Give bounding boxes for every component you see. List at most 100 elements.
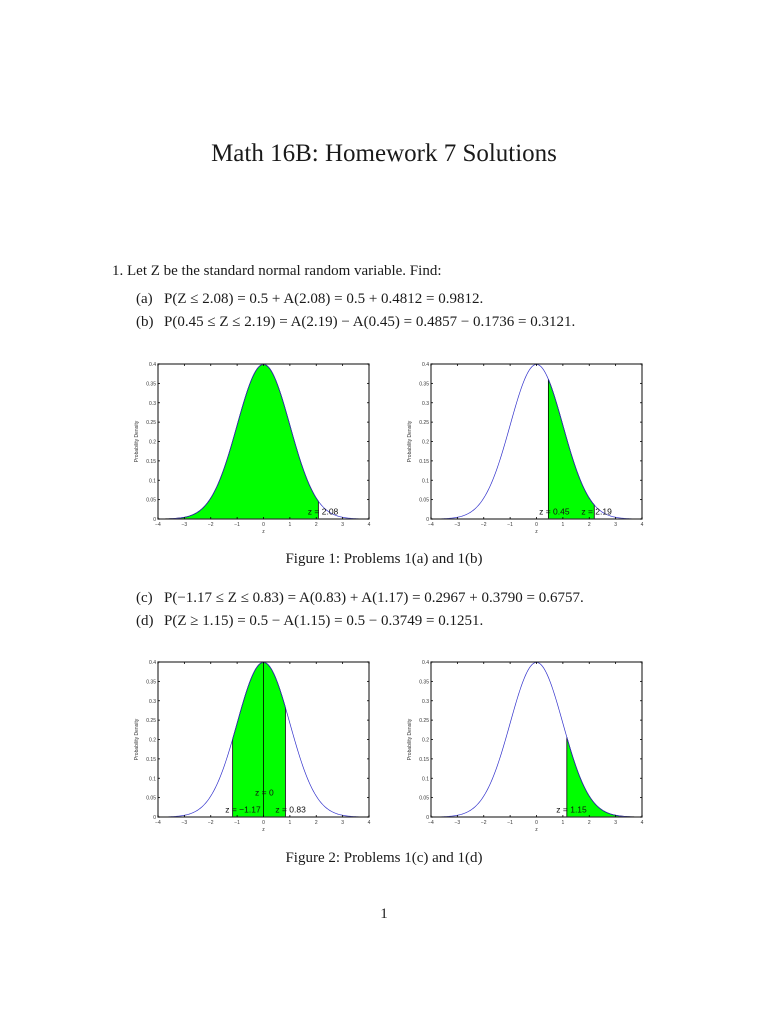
plot-1c: −4 −3 −2 −1 0 1 2 3 4 0 0.05 0.1 0.15 0.2 0.25 0.3 0.35 0… [130, 656, 375, 836]
svg-text:4: 4 [641, 522, 644, 528]
svg-text:3: 3 [614, 522, 617, 528]
svg-text:−4: −4 [155, 820, 161, 826]
svg-text:0.3: 0.3 [422, 699, 429, 705]
svg-text:0.4: 0.4 [149, 362, 156, 368]
svg-text:0: 0 [535, 820, 538, 826]
svg-text:0.4: 0.4 [422, 362, 429, 368]
svg-text:−2: −2 [208, 820, 214, 826]
svg-text:1: 1 [288, 820, 291, 826]
z-annotation: z = 1.15 [556, 804, 587, 814]
svg-text:z: z [262, 827, 265, 833]
svg-text:z: z [535, 529, 538, 535]
svg-text:4: 4 [641, 820, 644, 826]
svg-text:−1: −1 [507, 522, 513, 528]
svg-text:Probability Density: Probability Density [407, 718, 413, 760]
page-number: 1 [380, 906, 388, 922]
svg-text:0.3: 0.3 [149, 401, 156, 407]
svg-text:0: 0 [535, 522, 538, 528]
svg-text:0.2: 0.2 [149, 440, 156, 446]
svg-text:0.35: 0.35 [419, 381, 429, 387]
svg-text:4: 4 [368, 522, 371, 528]
part-a-label: (a) [136, 291, 153, 307]
svg-text:−2: −2 [481, 820, 487, 826]
svg-text:0.3: 0.3 [149, 699, 156, 705]
svg-text:0.2: 0.2 [149, 738, 156, 744]
svg-text:0: 0 [262, 522, 265, 528]
part-d-text: P(Z ≥ 1.15) = 0.5 − A(1.15) = 0.5 − 0.37… [164, 613, 484, 629]
svg-text:2: 2 [315, 522, 318, 528]
svg-text:2: 2 [588, 820, 591, 826]
svg-text:3: 3 [341, 820, 344, 826]
part-a: (a) P(Z ≤ 2.08) = 0.5 + A(2.08) = 0.5 + 0… [136, 291, 483, 308]
svg-text:−3: −3 [455, 522, 461, 528]
svg-text:0.05: 0.05 [419, 498, 429, 504]
svg-text:0.25: 0.25 [146, 420, 156, 426]
svg-text:0: 0 [153, 517, 156, 523]
svg-text:0.25: 0.25 [419, 718, 429, 724]
svg-text:−2: −2 [481, 522, 487, 528]
svg-text:0.05: 0.05 [146, 796, 156, 802]
pdf-curve [441, 364, 632, 520]
z-annotation: z = 2.08 [308, 506, 339, 516]
svg-text:0.4: 0.4 [422, 660, 429, 666]
svg-text:0.05: 0.05 [419, 796, 429, 802]
svg-text:0.25: 0.25 [146, 718, 156, 724]
plot-1d: −4 −3 −2 −1 0 1 2 3 4 0 0.05 0.1 0.15 0.2 0.25 0.3 0.35 0… [403, 656, 648, 836]
svg-text:−3: −3 [455, 820, 461, 826]
document-title: Math 16B: Homework 7 Solutions [211, 140, 557, 167]
svg-text:−3: −3 [182, 522, 188, 528]
svg-text:4: 4 [368, 820, 371, 826]
figure-2-caption: Figure 2: Problems 1(c) and 1(d) [285, 850, 483, 866]
part-b-text: P(0.45 ≤ Z ≤ 2.19) = A(2.19) − A(0.45) =… [164, 314, 576, 330]
svg-text:Probability Density: Probability Density [134, 718, 140, 760]
svg-text:1: 1 [288, 522, 291, 528]
figure-1-caption: Figure 1: Problems 1(a) and 1(b) [285, 551, 483, 567]
svg-text:−4: −4 [155, 522, 161, 528]
svg-text:0.2: 0.2 [422, 440, 429, 446]
svg-text:0.1: 0.1 [422, 776, 429, 782]
svg-text:3: 3 [341, 522, 344, 528]
problem-intro: 1. Let Z be the standard normal random v… [112, 263, 442, 279]
part-c: (c) P(−1.17 ≤ Z ≤ 0.83) = A(0.83) + A(1.1… [136, 590, 584, 607]
axes-frame [430, 661, 643, 818]
svg-text:Probability Density: Probability Density [407, 420, 413, 462]
svg-text:0.35: 0.35 [146, 679, 156, 685]
part-c-label: (c) [136, 590, 153, 606]
svg-text:0.35: 0.35 [419, 679, 429, 685]
svg-text:z: z [262, 529, 265, 535]
plot-1b: −4 −3 −2 −1 0 1 2 3 4 0 0.05 0.1 0.15 0.2 0.25 0.3 0.35 0… [403, 358, 648, 538]
svg-text:0.4: 0.4 [149, 660, 156, 666]
svg-text:1: 1 [561, 820, 564, 826]
part-d: (d) P(Z ≥ 1.15) = 0.5 − A(1.15) = 0.5 − 0… [136, 613, 483, 630]
svg-text:1: 1 [561, 522, 564, 528]
part-c-text: P(−1.17 ≤ Z ≤ 0.83) = A(0.83) + A(1.17) … [164, 590, 584, 606]
svg-text:0: 0 [426, 815, 429, 821]
svg-text:0.05: 0.05 [146, 498, 156, 504]
svg-text:−4: −4 [428, 522, 434, 528]
pdf-curve [441, 662, 632, 818]
z-annotation: z = −1.17 [225, 804, 261, 814]
part-a-text: P(Z ≤ 2.08) = 0.5 + A(2.08) = 0.5 + 0.48… [164, 291, 484, 307]
svg-text:2: 2 [315, 820, 318, 826]
svg-text:−1: −1 [507, 820, 513, 826]
plot-1a: −4 −3 −2 −1 0 1 2 3 4 0 0.05 0.1 0.15 0.2 0.25 0.3 0.35 0… [130, 358, 375, 538]
svg-text:0.2: 0.2 [422, 738, 429, 744]
svg-text:0.35: 0.35 [146, 381, 156, 387]
svg-text:0.1: 0.1 [149, 478, 156, 484]
svg-text:0: 0 [426, 517, 429, 523]
part-b-label: (b) [136, 314, 154, 330]
z-annotation: z = 0.45 [539, 506, 570, 516]
svg-text:0: 0 [153, 815, 156, 821]
z-annotation: z = 0.83 [275, 804, 306, 814]
svg-text:z: z [535, 827, 538, 833]
svg-text:−4: −4 [428, 820, 434, 826]
svg-text:0.1: 0.1 [149, 776, 156, 782]
svg-text:−3: −3 [182, 820, 188, 826]
svg-text:0.1: 0.1 [422, 478, 429, 484]
svg-text:−1: −1 [234, 522, 240, 528]
svg-text:0.15: 0.15 [146, 757, 156, 763]
part-b: (b) P(0.45 ≤ Z ≤ 2.19) = A(2.19) − A(0.45… [136, 314, 575, 331]
axes-frame [430, 363, 643, 520]
part-d-label: (d) [136, 613, 154, 629]
svg-text:−2: −2 [208, 522, 214, 528]
